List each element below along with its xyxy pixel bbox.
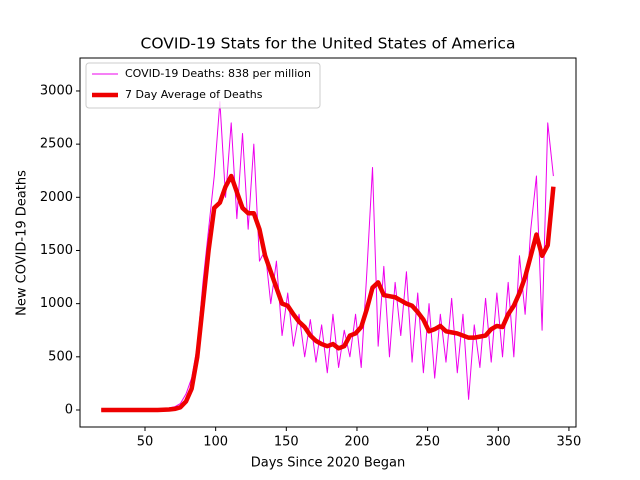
legend-label: COVID-19 Deaths: 838 per million bbox=[125, 67, 311, 80]
legend: COVID-19 Deaths: 838 per million 7 Day Av… bbox=[85, 62, 321, 109]
y-tick-label: 2500 bbox=[40, 137, 73, 152]
x-tick-label: 150 bbox=[274, 435, 299, 450]
y-tick-label: 3000 bbox=[40, 83, 73, 98]
x-tick-label: 300 bbox=[486, 435, 511, 450]
x-tick-label: 200 bbox=[345, 435, 370, 450]
x-tick-label: 50 bbox=[137, 435, 154, 450]
y-tick-label: 2000 bbox=[40, 190, 73, 205]
x-tick-label: 100 bbox=[203, 435, 228, 450]
x-tick-label: 350 bbox=[557, 435, 582, 450]
x-axis-label: Days Since 2020 Began bbox=[251, 456, 406, 471]
data-line bbox=[101, 101, 554, 411]
y-tick-label: 0 bbox=[65, 402, 73, 417]
legend-box bbox=[85, 62, 321, 109]
y-tick-label: 1500 bbox=[40, 243, 73, 258]
data-line bbox=[101, 173, 556, 413]
x-tick-label: 250 bbox=[415, 435, 440, 450]
legend-label: 7 Day Average of Deaths bbox=[125, 88, 263, 101]
y-tick-label: 500 bbox=[48, 349, 73, 364]
plot-frame bbox=[79, 57, 577, 428]
y-tick-label: 1000 bbox=[40, 296, 73, 311]
y-axis-label: New COVID-19 Deaths bbox=[15, 170, 30, 316]
chart-title: COVID-19 Stats for the United States of … bbox=[141, 35, 516, 53]
